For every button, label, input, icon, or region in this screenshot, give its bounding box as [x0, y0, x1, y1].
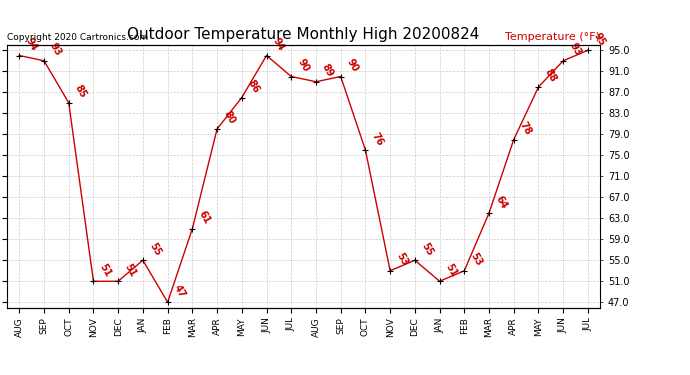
Text: 51: 51 [122, 262, 138, 279]
Text: 55: 55 [147, 241, 162, 258]
Text: 93: 93 [48, 41, 63, 58]
Text: 93: 93 [567, 41, 583, 58]
Text: Temperature (°F): Temperature (°F) [505, 32, 600, 42]
Text: 64: 64 [493, 194, 509, 210]
Text: 90: 90 [295, 57, 310, 74]
Text: 47: 47 [172, 283, 187, 300]
Text: 89: 89 [320, 62, 335, 79]
Text: 76: 76 [370, 130, 385, 147]
Text: 78: 78 [518, 120, 533, 137]
Text: 90: 90 [345, 57, 360, 74]
Text: Copyright 2020 Cartronics.com: Copyright 2020 Cartronics.com [7, 33, 148, 42]
Text: 94: 94 [270, 36, 286, 53]
Text: 85: 85 [73, 83, 88, 100]
Text: 94: 94 [23, 36, 39, 53]
Text: 61: 61 [197, 209, 212, 226]
Text: 86: 86 [246, 78, 262, 95]
Title: Outdoor Temperature Monthly High 20200824: Outdoor Temperature Monthly High 2020082… [128, 27, 480, 42]
Text: 53: 53 [469, 251, 484, 268]
Text: 51: 51 [97, 262, 113, 279]
Text: 53: 53 [394, 251, 410, 268]
Text: 80: 80 [221, 110, 237, 126]
Text: 55: 55 [419, 241, 435, 258]
Text: 95: 95 [592, 31, 607, 48]
Text: 51: 51 [444, 262, 459, 279]
Text: 88: 88 [542, 68, 558, 84]
